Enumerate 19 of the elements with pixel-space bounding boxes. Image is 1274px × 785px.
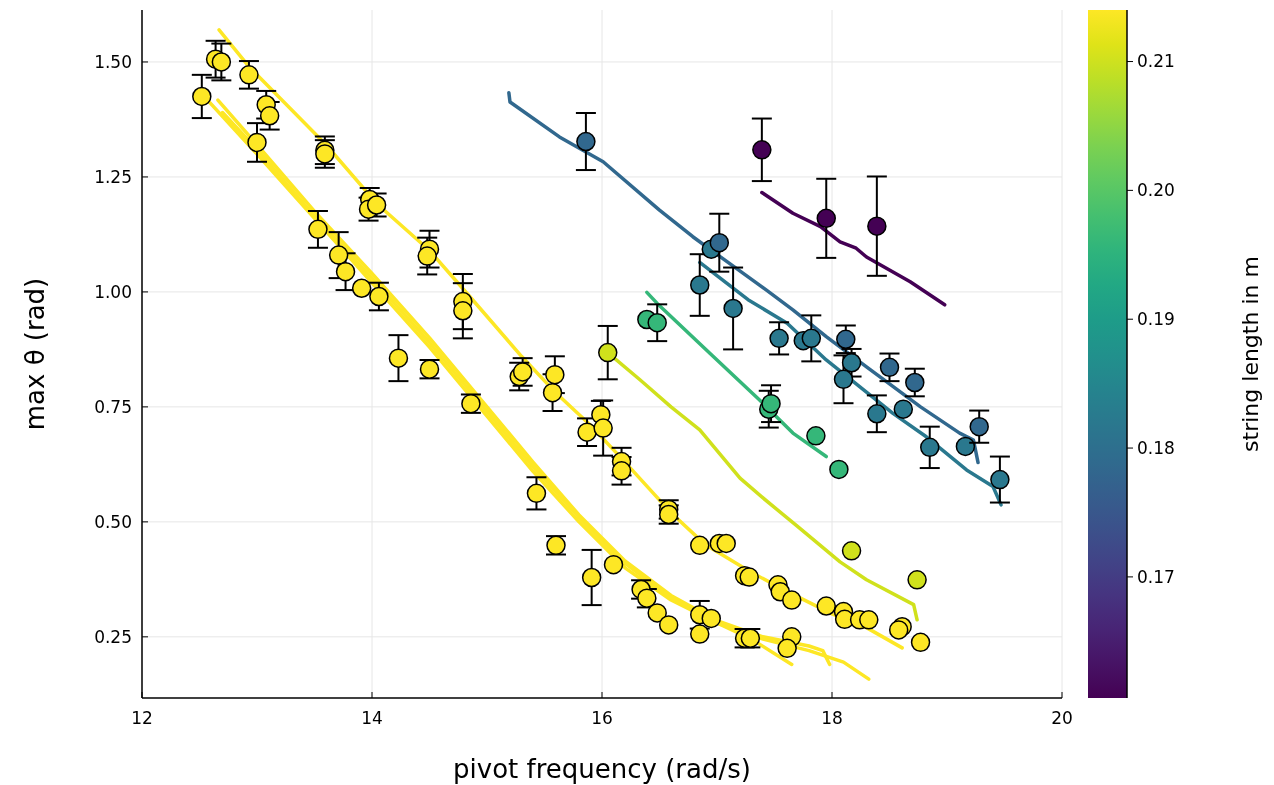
x-tick-label: 18 bbox=[821, 708, 843, 728]
color-bar-label: 0.20 bbox=[1137, 180, 1175, 201]
color-bar-label: 0.19 bbox=[1137, 309, 1175, 330]
color-bar-label: 0.17 bbox=[1137, 566, 1175, 587]
y-tick-label: 1.25 bbox=[94, 166, 132, 187]
y-tick-label: 0.50 bbox=[94, 511, 132, 532]
x-tick-label: 16 bbox=[591, 708, 613, 728]
y-tick-label: 1.50 bbox=[94, 51, 132, 72]
x-tick-label: 20 bbox=[1051, 708, 1073, 728]
x-tick-label: 12 bbox=[131, 708, 153, 728]
color-bar-label: 0.18 bbox=[1137, 438, 1175, 458]
y-tick-label: 1.00 bbox=[94, 281, 132, 302]
color-bar-label: 0.21 bbox=[1137, 51, 1175, 72]
color-bar-title: string length in m bbox=[1238, 256, 1263, 452]
x-axis-title: pivot frequency (rad/s) bbox=[453, 754, 751, 784]
x-tick-label: 14 bbox=[361, 708, 383, 728]
y-tick-label: 0.75 bbox=[94, 396, 132, 417]
y-axis-title: max θ (rad) bbox=[20, 277, 50, 431]
y-tick-label: 0.25 bbox=[94, 626, 132, 647]
